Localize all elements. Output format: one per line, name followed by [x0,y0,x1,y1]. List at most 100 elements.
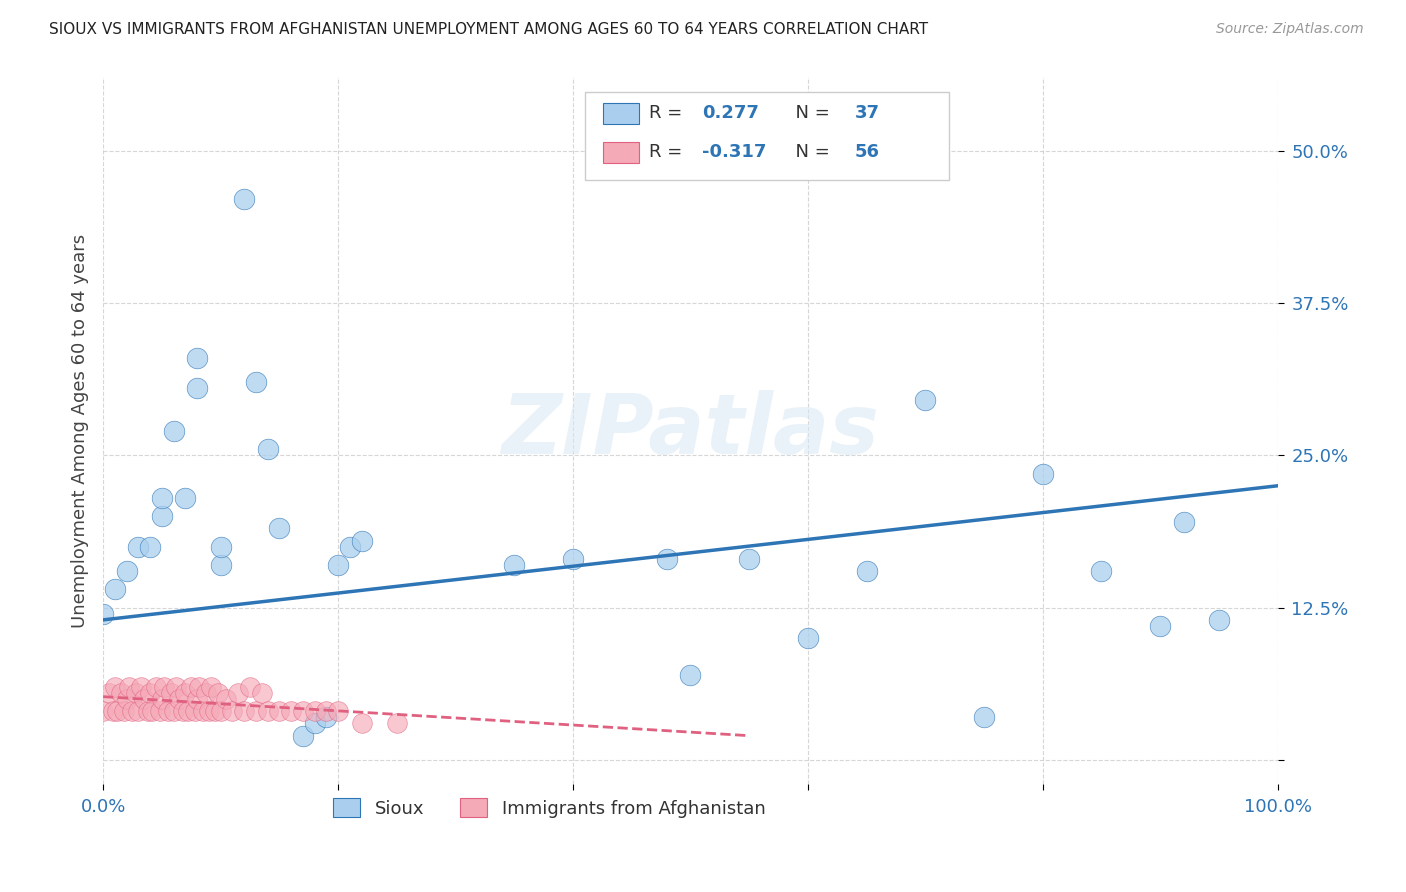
Point [315,704,337,718]
Point [91,607,114,621]
Point [233,704,256,718]
Point [315,710,337,724]
Point [679,667,702,681]
Point [226,686,249,700]
Point [118,680,141,694]
Point [156,704,179,718]
Point [561,552,583,566]
Text: R =: R = [650,104,689,122]
Point [738,552,761,566]
Point [291,704,314,718]
Point [110,686,132,700]
Point [115,692,138,706]
Point [101,704,124,718]
Point [195,686,218,700]
Point [385,716,408,731]
Point [1032,467,1054,481]
Text: 0.277: 0.277 [702,104,759,122]
Point [127,704,149,718]
Point [169,692,191,706]
Point [176,704,198,718]
Text: ZIPatlas: ZIPatlas [502,391,879,472]
Text: R =: R = [650,144,689,161]
Text: 56: 56 [855,144,880,161]
Point [269,521,291,535]
Point [245,704,267,718]
Text: N =: N = [785,144,835,161]
Point [129,680,152,694]
Point [256,704,278,718]
Point [191,704,214,718]
Y-axis label: Unemployment Among Ages 60 to 64 years: Unemployment Among Ages 60 to 64 years [72,234,89,628]
Point [215,692,238,706]
FancyBboxPatch shape [585,92,949,180]
Point [150,491,173,505]
Point [350,533,373,548]
Point [973,710,995,724]
Point [269,704,291,718]
Point [245,375,267,389]
Point [291,729,314,743]
Point [112,704,135,718]
Text: -0.317: -0.317 [702,144,766,161]
Point [127,540,149,554]
Point [134,692,156,706]
Point [172,704,194,718]
Point [207,686,229,700]
Point [186,351,208,365]
Point [198,704,221,718]
Point [148,704,170,718]
Point [1173,516,1195,530]
Point [188,680,211,694]
Point [162,424,184,438]
Legend: Sioux, Immigrants from Afghanistan: Sioux, Immigrants from Afghanistan [326,791,773,825]
Point [180,680,202,694]
Text: N =: N = [785,104,835,122]
Point [98,686,121,700]
Point [204,704,226,718]
Point [239,680,262,694]
FancyBboxPatch shape [603,103,638,124]
Point [350,716,373,731]
Point [209,540,232,554]
Point [150,692,173,706]
Text: 37: 37 [855,104,880,122]
Point [280,704,302,718]
Point [256,442,278,457]
FancyBboxPatch shape [603,142,638,163]
Point [221,704,243,718]
Point [162,704,184,718]
Point [160,686,183,700]
Point [186,692,208,706]
Point [855,564,877,578]
Point [1090,564,1112,578]
Point [150,509,173,524]
Point [104,582,127,597]
Point [174,491,197,505]
Point [174,686,197,700]
Point [1149,619,1171,633]
Point [326,558,349,572]
Point [233,192,256,206]
Point [121,704,143,718]
Point [209,704,232,718]
Point [797,631,820,645]
Text: SIOUX VS IMMIGRANTS FROM AFGHANISTAN UNEMPLOYMENT AMONG AGES 60 TO 64 YEARS CORR: SIOUX VS IMMIGRANTS FROM AFGHANISTAN UNE… [49,22,928,37]
Point [139,540,162,554]
Point [136,704,159,718]
Point [186,381,208,395]
Point [200,680,222,694]
Point [105,704,128,718]
Point [250,686,273,700]
Point [339,540,361,554]
Point [184,704,207,718]
Point [655,552,678,566]
Point [91,704,114,718]
Point [326,704,349,718]
Point [503,558,526,572]
Point [115,564,138,578]
Point [153,680,176,694]
Point [304,716,326,731]
Point [209,558,232,572]
Point [139,686,162,700]
